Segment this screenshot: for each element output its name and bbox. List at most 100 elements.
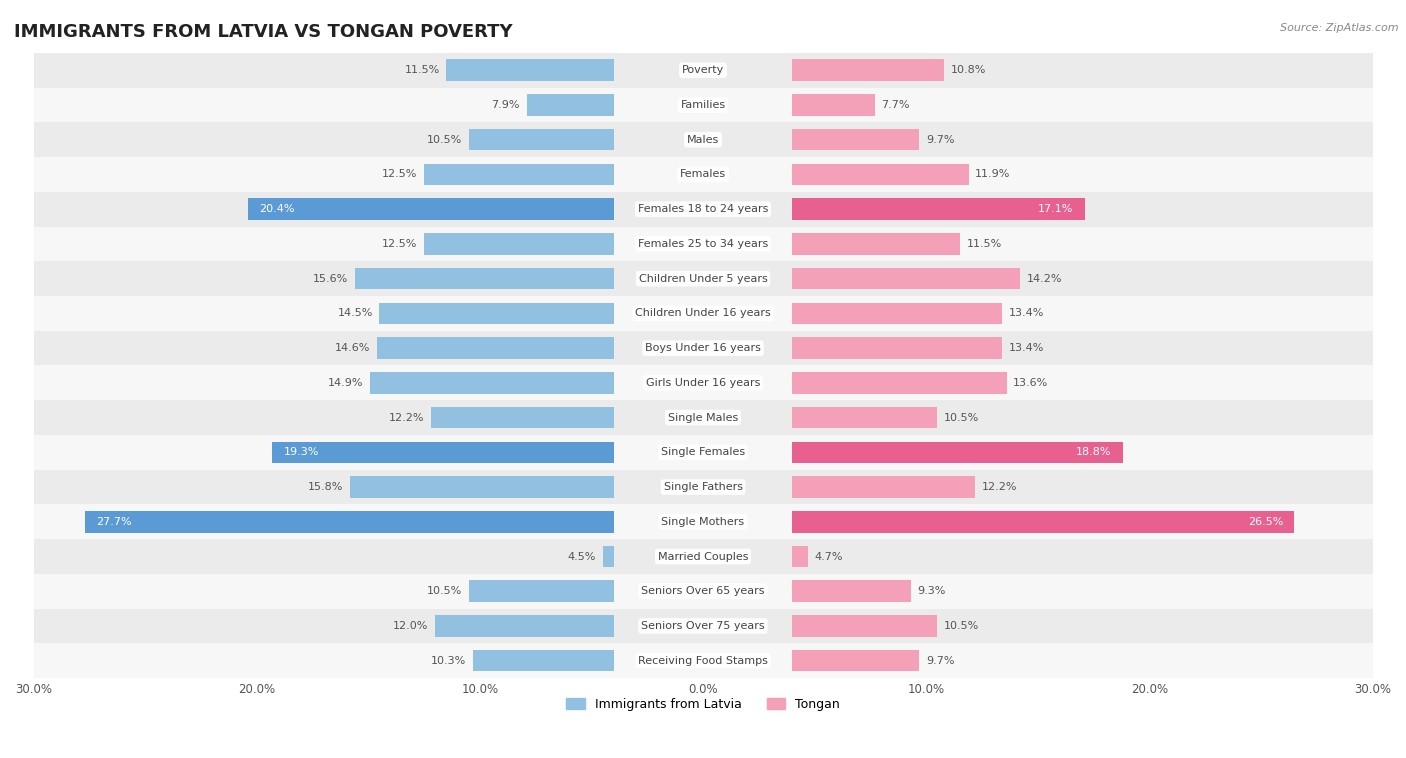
Text: 13.4%: 13.4% [1008, 309, 1045, 318]
Text: 12.5%: 12.5% [382, 239, 418, 249]
Bar [34, 157, 1372, 192]
Bar [425, 164, 614, 185]
Text: 13.4%: 13.4% [1008, 343, 1045, 353]
Bar [792, 302, 1002, 324]
Bar [792, 650, 920, 672]
Bar [792, 199, 1084, 220]
Bar [792, 59, 943, 81]
Bar [34, 227, 1372, 262]
Bar [34, 539, 1372, 574]
Bar [34, 192, 1372, 227]
Text: Seniors Over 65 years: Seniors Over 65 years [641, 586, 765, 597]
Text: Children Under 5 years: Children Under 5 years [638, 274, 768, 283]
Text: 10.5%: 10.5% [943, 412, 979, 422]
Text: 12.5%: 12.5% [382, 170, 418, 180]
Bar [792, 233, 960, 255]
Text: 10.5%: 10.5% [427, 135, 463, 145]
Text: 12.0%: 12.0% [394, 621, 429, 631]
Bar [468, 581, 614, 602]
Bar [468, 129, 614, 151]
Text: 12.2%: 12.2% [388, 412, 425, 422]
Text: 9.7%: 9.7% [927, 135, 955, 145]
Bar [436, 615, 614, 637]
Text: 20.4%: 20.4% [259, 204, 294, 215]
Bar [84, 511, 614, 533]
Bar [380, 302, 614, 324]
Bar [792, 407, 938, 428]
Text: 7.9%: 7.9% [492, 100, 520, 110]
Text: 26.5%: 26.5% [1249, 517, 1284, 527]
Text: 4.5%: 4.5% [568, 552, 596, 562]
Bar [34, 644, 1372, 678]
Bar [34, 262, 1372, 296]
Bar [34, 435, 1372, 470]
Text: 10.5%: 10.5% [427, 586, 463, 597]
Text: 7.7%: 7.7% [882, 100, 910, 110]
Text: Single Males: Single Males [668, 412, 738, 422]
Bar [34, 574, 1372, 609]
Bar [34, 470, 1372, 504]
Text: 14.6%: 14.6% [335, 343, 371, 353]
Bar [34, 504, 1372, 539]
Text: Single Females: Single Females [661, 447, 745, 457]
Text: 15.8%: 15.8% [308, 482, 343, 492]
Text: 9.3%: 9.3% [917, 586, 946, 597]
Text: Married Couples: Married Couples [658, 552, 748, 562]
Bar [792, 337, 1002, 359]
Bar [430, 407, 614, 428]
Text: 10.8%: 10.8% [950, 65, 986, 75]
Text: 14.5%: 14.5% [337, 309, 373, 318]
Bar [377, 337, 614, 359]
Bar [792, 372, 1007, 393]
Bar [34, 400, 1372, 435]
Text: Females: Females [681, 170, 725, 180]
Bar [34, 296, 1372, 330]
Bar [603, 546, 614, 567]
Bar [446, 59, 614, 81]
Text: Females 18 to 24 years: Females 18 to 24 years [638, 204, 768, 215]
Text: 11.5%: 11.5% [405, 65, 440, 75]
Text: 12.2%: 12.2% [981, 482, 1018, 492]
Text: Poverty: Poverty [682, 65, 724, 75]
Text: 10.5%: 10.5% [943, 621, 979, 631]
Legend: Immigrants from Latvia, Tongan: Immigrants from Latvia, Tongan [561, 693, 845, 716]
Bar [34, 122, 1372, 157]
Bar [792, 615, 938, 637]
Bar [34, 53, 1372, 88]
Text: Single Fathers: Single Fathers [664, 482, 742, 492]
Text: 13.6%: 13.6% [1014, 377, 1049, 388]
Text: 10.3%: 10.3% [432, 656, 467, 666]
Text: 4.7%: 4.7% [814, 552, 844, 562]
Text: 18.8%: 18.8% [1076, 447, 1111, 457]
Bar [425, 233, 614, 255]
Bar [474, 650, 614, 672]
Bar [34, 365, 1372, 400]
Bar [792, 546, 808, 567]
Bar [350, 476, 614, 498]
Bar [34, 330, 1372, 365]
Text: 14.9%: 14.9% [328, 377, 364, 388]
Text: Boys Under 16 years: Boys Under 16 years [645, 343, 761, 353]
Bar [371, 372, 614, 393]
Text: 11.9%: 11.9% [976, 170, 1011, 180]
Text: 15.6%: 15.6% [314, 274, 349, 283]
Text: Females 25 to 34 years: Females 25 to 34 years [638, 239, 768, 249]
Bar [792, 268, 1019, 290]
Bar [527, 94, 614, 116]
Text: Receiving Food Stamps: Receiving Food Stamps [638, 656, 768, 666]
Bar [354, 268, 614, 290]
Bar [34, 609, 1372, 644]
Bar [792, 129, 920, 151]
Text: Families: Families [681, 100, 725, 110]
Bar [792, 511, 1295, 533]
Bar [792, 442, 1122, 463]
Bar [792, 164, 969, 185]
Text: Girls Under 16 years: Girls Under 16 years [645, 377, 761, 388]
Bar [247, 199, 614, 220]
Bar [792, 94, 875, 116]
Text: IMMIGRANTS FROM LATVIA VS TONGAN POVERTY: IMMIGRANTS FROM LATVIA VS TONGAN POVERTY [14, 23, 513, 41]
Bar [34, 88, 1372, 122]
Text: Single Mothers: Single Mothers [661, 517, 745, 527]
Text: Source: ZipAtlas.com: Source: ZipAtlas.com [1281, 23, 1399, 33]
Text: 9.7%: 9.7% [927, 656, 955, 666]
